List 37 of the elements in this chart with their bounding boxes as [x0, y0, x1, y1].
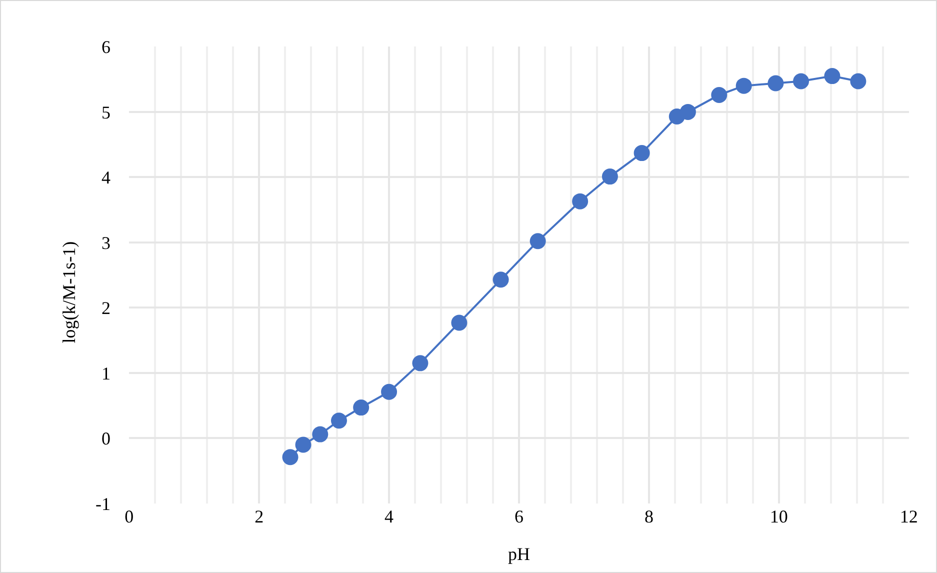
point	[711, 86, 728, 103]
point	[572, 193, 588, 210]
point	[330, 412, 347, 429]
point	[530, 233, 546, 250]
x-tick-label: 6	[514, 506, 524, 526]
y-tick-label: -1	[95, 494, 110, 514]
x-axis-title: pH	[508, 544, 530, 564]
point	[381, 384, 398, 400]
x-tick-label: 4	[384, 506, 394, 526]
point	[295, 436, 312, 453]
x-tick-label: 8	[644, 506, 654, 526]
y-axis-title: log(k/M-1s-1)	[58, 241, 79, 344]
x-tick-label: 10	[770, 506, 788, 526]
point	[824, 68, 840, 84]
y-tick-label: 5	[101, 102, 110, 122]
y-tick-label: 4	[101, 167, 110, 188]
point	[282, 449, 298, 466]
y-tick-label: 2	[101, 298, 110, 318]
y-tick-label: 0	[101, 428, 110, 449]
y-tick-label: 1	[101, 363, 110, 384]
point	[634, 145, 650, 162]
point	[736, 78, 752, 94]
x-tick-label: 2	[254, 506, 264, 526]
point	[492, 272, 509, 288]
point	[850, 73, 866, 90]
point	[680, 104, 696, 120]
point	[451, 314, 468, 331]
point	[312, 426, 328, 442]
y-tick-label: 6	[101, 36, 110, 57]
x-tick-label: 0	[124, 506, 134, 526]
point	[768, 75, 784, 92]
y-tick-label: 3	[101, 232, 110, 253]
point	[412, 355, 428, 372]
point	[353, 400, 370, 416]
point	[602, 168, 618, 185]
point	[793, 73, 810, 90]
x-tick-label: 12	[900, 506, 918, 526]
